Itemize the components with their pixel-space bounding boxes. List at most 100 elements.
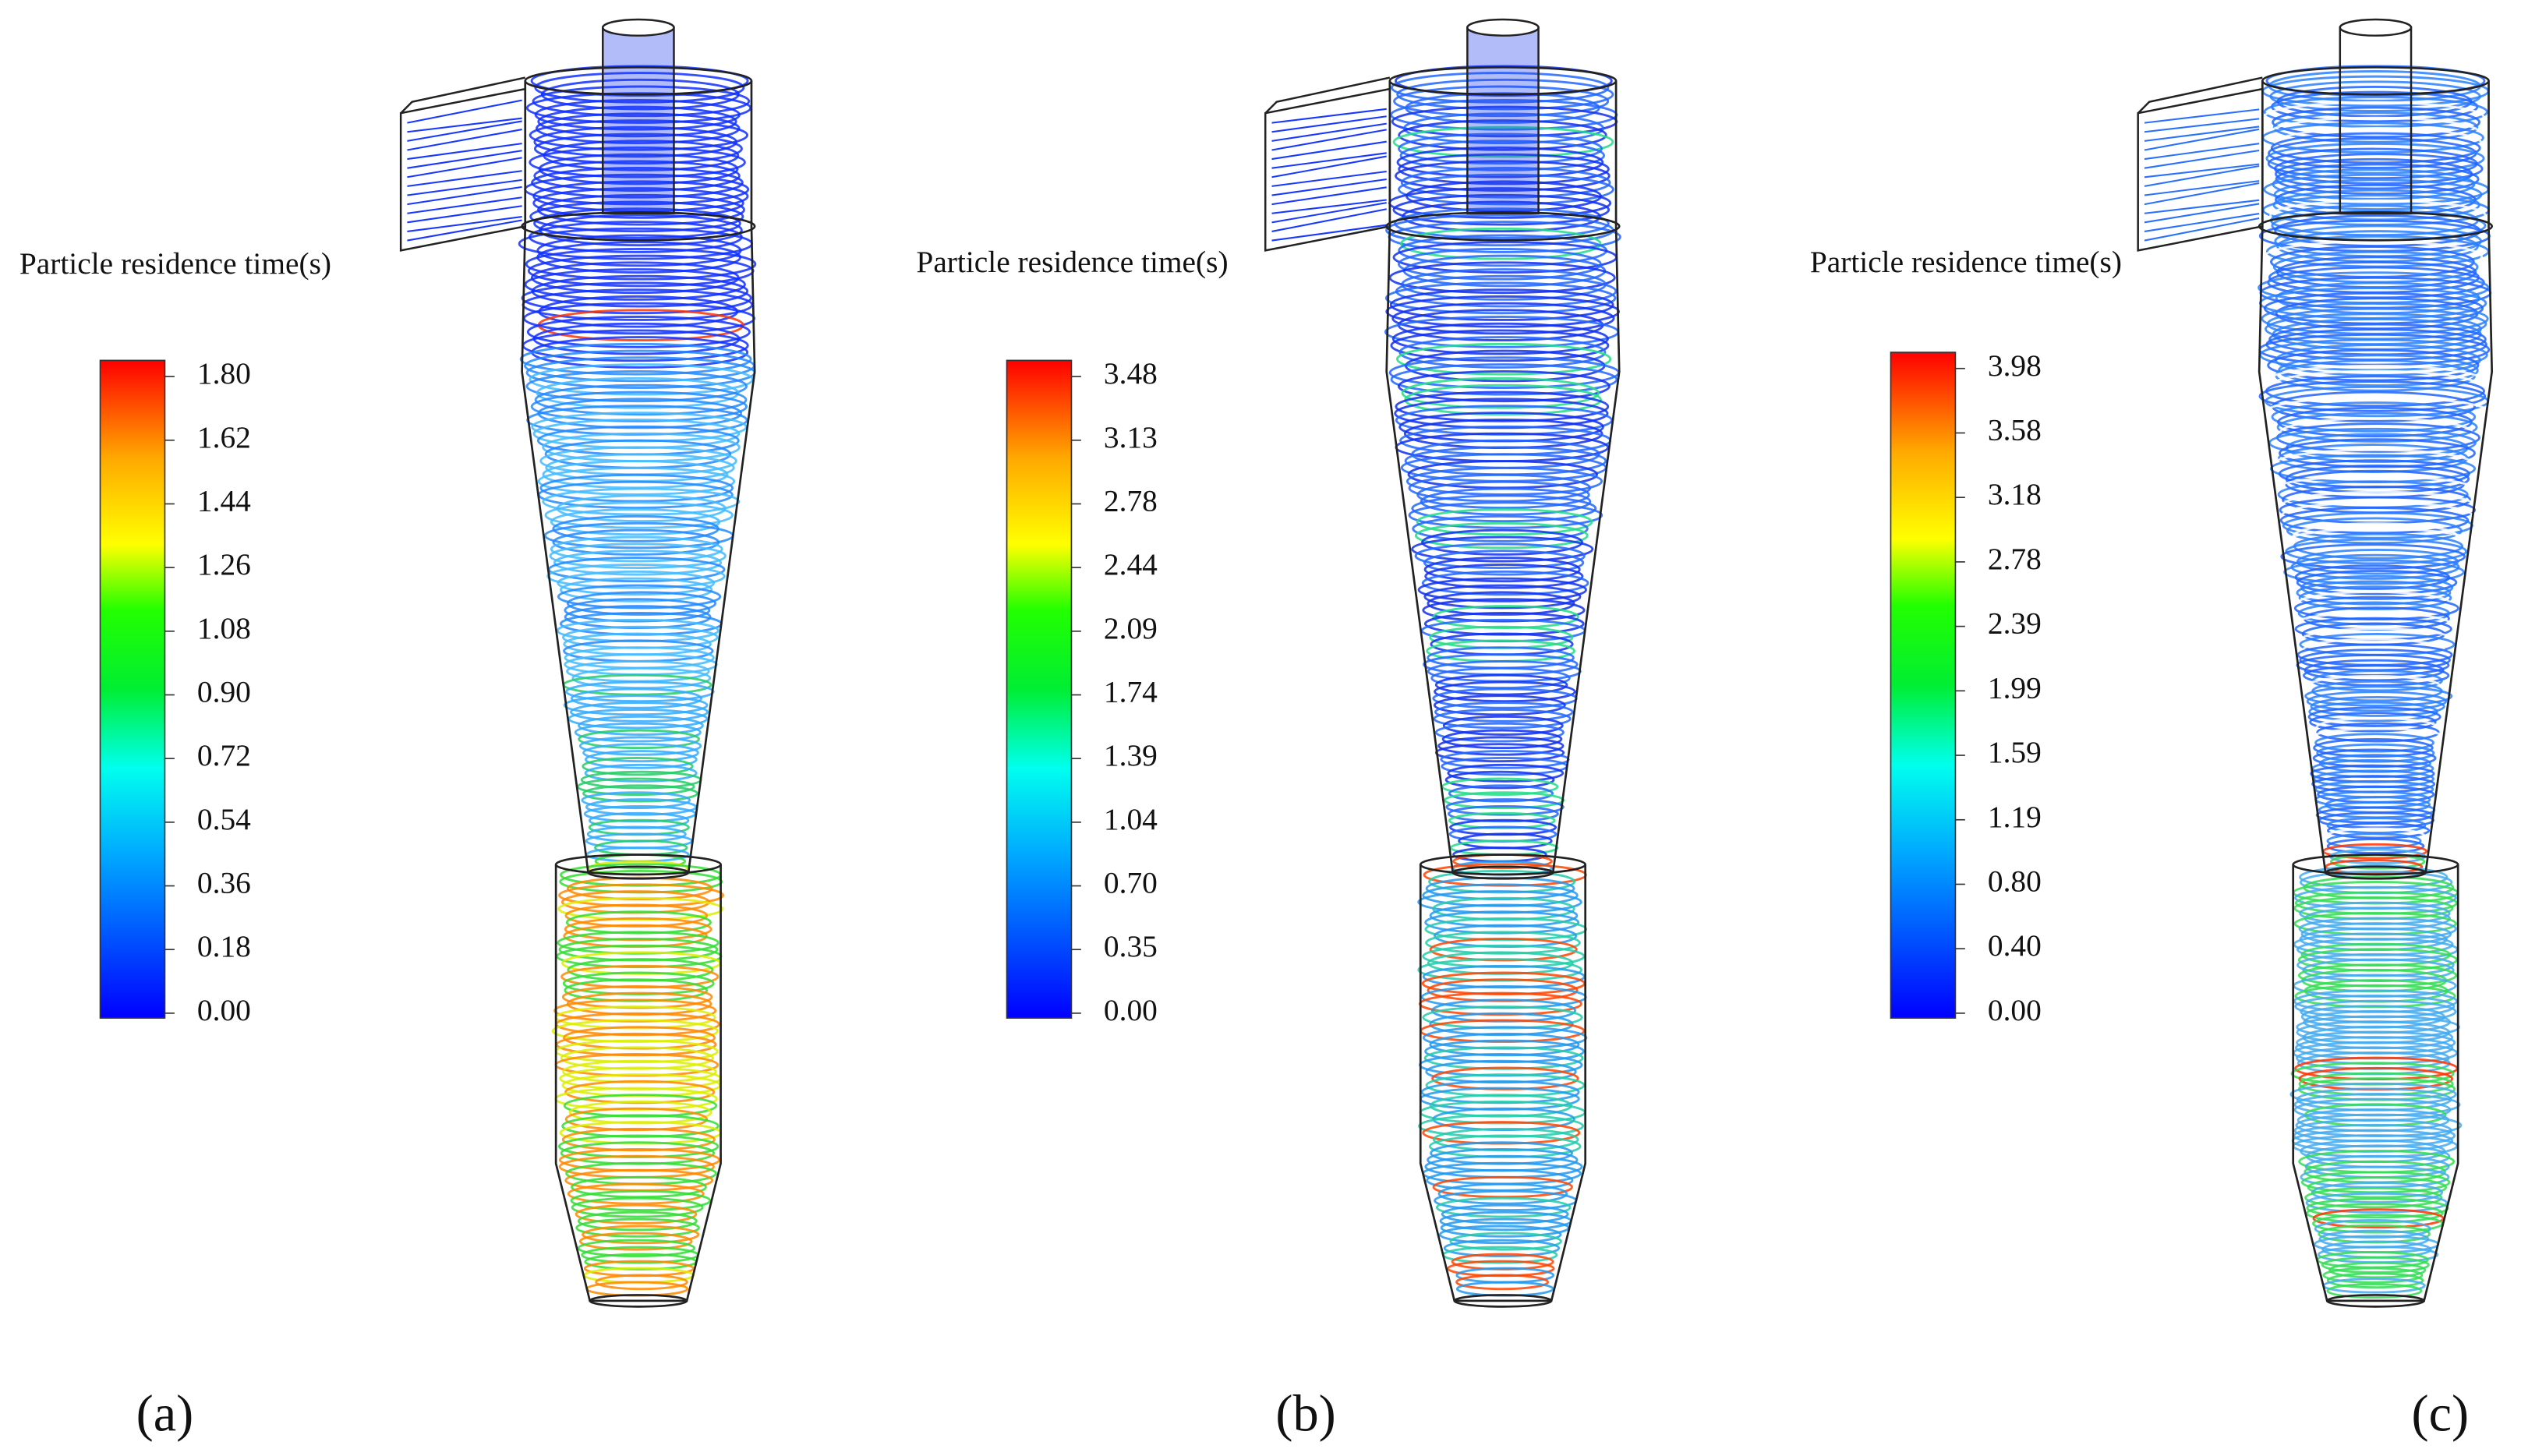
legend-title: Particle residence time(s) [916,245,1228,279]
inlet-track [1271,199,1387,214]
particle-track [1448,784,1554,803]
inlet-track [2144,125,2260,142]
particle-track [534,72,745,104]
particle-track [538,153,739,186]
colorbar-label: 0.35 [1104,929,1158,963]
cyclone-rim [2292,853,2459,876]
cyclone [2137,18,2494,1308]
inlet-track [1271,186,1387,206]
particle-track [2273,178,2483,210]
particle-track [1414,542,1586,570]
particle-track [1391,302,1615,335]
particle-track [2326,1272,2424,1289]
colorbar-label: 3.48 [1104,356,1158,391]
particle-track [542,487,741,516]
particle-track [575,1217,700,1238]
particle-track [530,65,749,97]
particle-track [566,591,717,616]
particle-track [1395,274,1618,308]
particle-track [1394,398,1609,429]
inlet-track [1271,108,1387,124]
particle-track [571,1196,704,1218]
particle-track [537,193,745,226]
colorbar-label: 1.39 [1104,738,1158,772]
colorbar-label: 0.36 [197,866,251,900]
particle-track [575,1203,698,1225]
particle-track [2272,106,2481,139]
particle-track [2312,1208,2445,1229]
particle-track [1400,167,1611,199]
colorbar-label: 1.99 [1988,670,2042,705]
particle-track [1384,281,1617,315]
particle-track [1421,570,1589,596]
colorbar-label: 2.09 [1104,611,1158,645]
particle-track [2274,153,2484,185]
particle-track [1434,673,1568,696]
particle-track [1432,605,1579,630]
particle-track [536,376,740,409]
particle-track [1400,227,1602,260]
particle-track [2307,1176,2448,1199]
particle-track [569,701,709,723]
particle-track [2286,517,2463,545]
particle-track [1427,951,1574,975]
inlet-track [2144,203,2260,224]
particle-track [1412,514,1589,542]
particle-track [550,508,721,536]
particle-track [1432,1107,1575,1132]
particle-track [2302,664,2450,687]
particle-track [2322,1267,2424,1284]
particle-track [1411,494,1597,523]
particle-track [519,342,752,376]
colorbar [99,359,166,1019]
particle-track [533,125,737,158]
particle-track [581,791,691,810]
inlet-track [2144,182,2260,206]
particle-track [2326,1283,2423,1299]
particle-track [1423,557,1581,583]
particle-track [531,336,749,369]
inlet-track [407,157,522,178]
vortex-finder-top [2339,18,2413,37]
inlet-track [407,219,522,242]
cyclone-rim [1385,211,1621,242]
particle-track [2296,570,2458,595]
particle-track [532,187,744,219]
panel-label: (a) [136,1385,194,1442]
particle-track [2265,396,2490,428]
particle-track [2325,827,2426,844]
particle-track [2263,96,2488,128]
particle-track [1398,173,1614,206]
colorbar-label: 3.98 [1988,348,2042,383]
particle-track [570,687,702,709]
colorbar-label: 0.00 [1104,993,1158,1027]
particle-track [2269,199,2487,231]
colorbar-label: 1.62 [197,420,251,454]
particle-track [529,200,744,233]
inlet-track [2144,128,2260,151]
particle-track [557,584,722,610]
particle-track [546,563,726,589]
particle-track [582,743,699,763]
colorbar-label: 1.26 [197,547,251,581]
particle-track [2300,574,2454,600]
particle-track [1423,550,1585,576]
particle-track [567,958,714,982]
inlet-track [407,178,522,196]
particle-track [1411,535,1594,563]
particle-track [1417,577,1587,603]
inlet-track [407,196,522,214]
vortex-finder [602,27,675,214]
particle-track [1437,1182,1568,1205]
particle-track [1434,701,1574,723]
particle-track [1402,254,1607,288]
particle-track [532,322,741,355]
particle-track [1396,78,1614,111]
particle-track [1444,770,1555,790]
particle-track [1429,1012,1574,1037]
particle-track [532,85,751,118]
particle-track [2316,743,2435,763]
particle-track [2310,727,2447,748]
